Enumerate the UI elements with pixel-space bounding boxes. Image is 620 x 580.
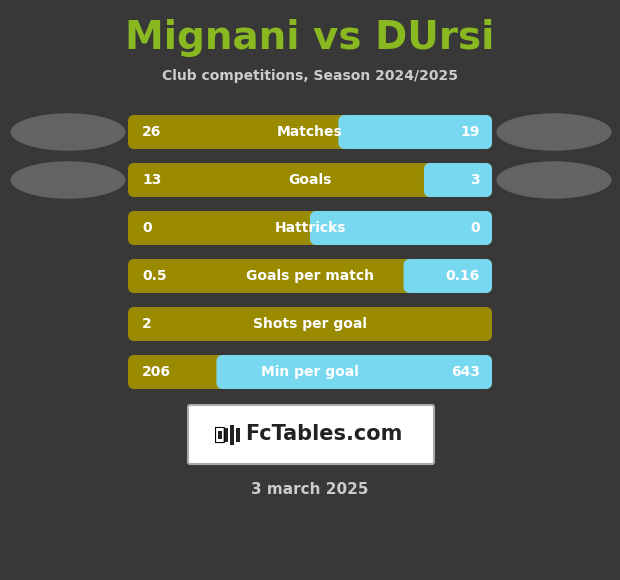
FancyBboxPatch shape [216, 355, 492, 389]
FancyBboxPatch shape [128, 211, 492, 245]
Text: 2: 2 [142, 317, 152, 331]
Text: 26: 26 [142, 125, 161, 139]
Text: Mignani vs DUrsi: Mignani vs DUrsi [125, 19, 495, 57]
Text: Matches: Matches [277, 125, 343, 139]
Text: 3 march 2025: 3 march 2025 [251, 483, 369, 498]
FancyBboxPatch shape [339, 115, 492, 149]
FancyBboxPatch shape [128, 307, 492, 341]
FancyBboxPatch shape [424, 163, 492, 197]
Text: 206: 206 [142, 365, 171, 379]
Text: 0.16: 0.16 [446, 269, 480, 283]
Text: 3: 3 [471, 173, 480, 187]
Ellipse shape [11, 161, 125, 199]
Ellipse shape [11, 113, 125, 151]
Text: Goals: Goals [288, 173, 332, 187]
FancyBboxPatch shape [128, 115, 492, 149]
Text: 0.5: 0.5 [142, 269, 167, 283]
FancyBboxPatch shape [128, 163, 492, 197]
Bar [224, 427, 228, 441]
FancyBboxPatch shape [188, 405, 434, 464]
FancyBboxPatch shape [128, 355, 492, 389]
Text: 643: 643 [451, 365, 480, 379]
Bar [230, 425, 234, 444]
Text: Min per goal: Min per goal [261, 365, 359, 379]
Text: Hattricks: Hattricks [274, 221, 346, 235]
Text: FcTables.com: FcTables.com [245, 425, 402, 444]
Bar [236, 427, 240, 441]
Text: 0: 0 [471, 221, 480, 235]
Text: Shots per goal: Shots per goal [253, 317, 367, 331]
Ellipse shape [497, 113, 611, 151]
Text: ⬛: ⬛ [214, 425, 226, 444]
FancyBboxPatch shape [404, 259, 492, 293]
FancyBboxPatch shape [310, 211, 492, 245]
Text: 0: 0 [142, 221, 152, 235]
Text: 19: 19 [461, 125, 480, 139]
Text: Club competitions, Season 2024/2025: Club competitions, Season 2024/2025 [162, 69, 458, 83]
Text: 13: 13 [142, 173, 161, 187]
Ellipse shape [497, 161, 611, 199]
FancyBboxPatch shape [128, 259, 492, 293]
Bar [218, 430, 222, 438]
Text: Goals per match: Goals per match [246, 269, 374, 283]
